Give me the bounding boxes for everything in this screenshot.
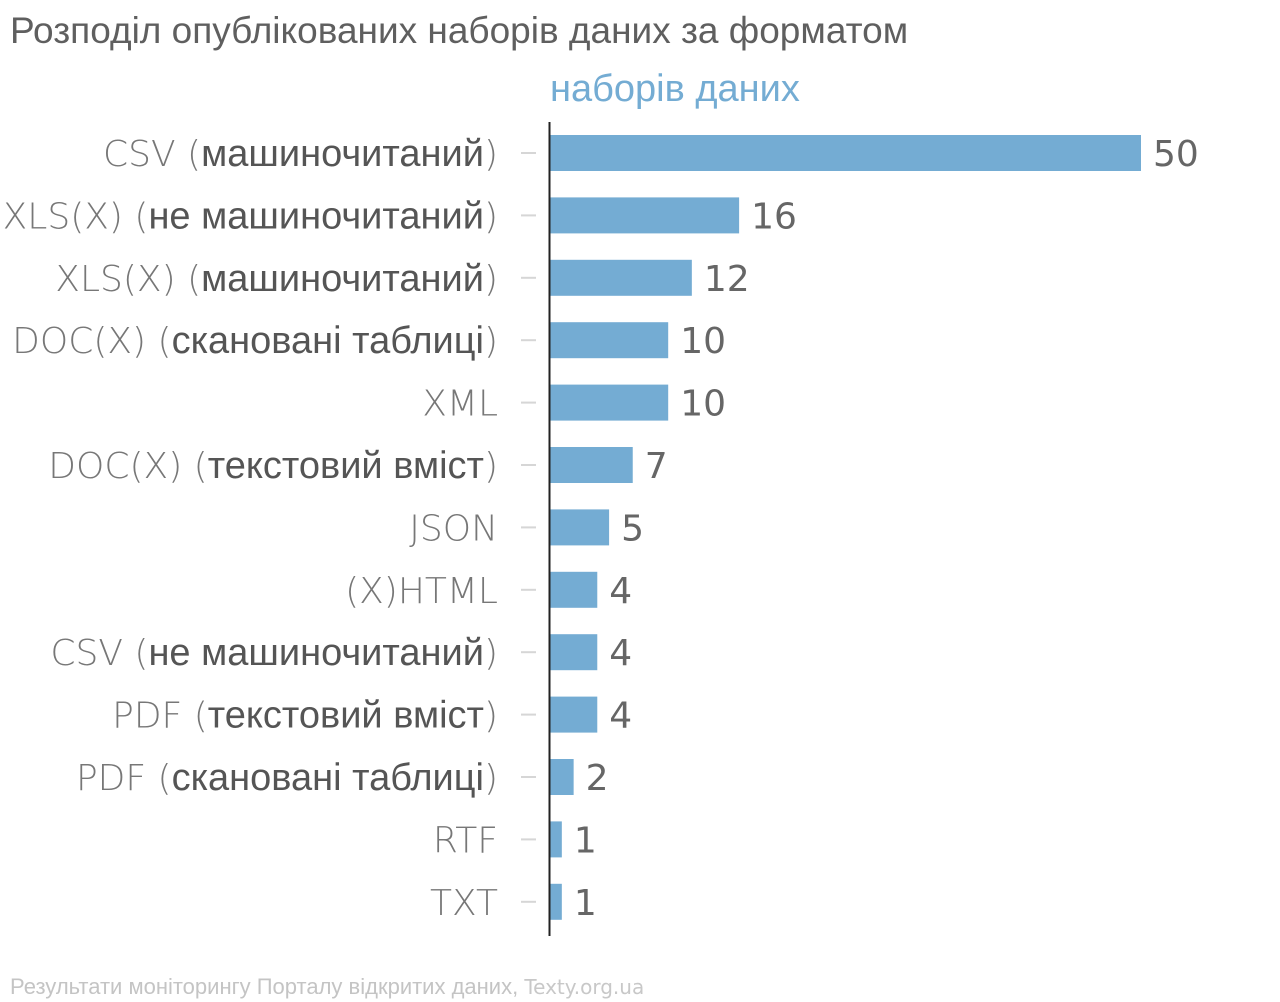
bar <box>550 197 740 234</box>
category-label-qualifier: текстовий вміст <box>208 695 484 737</box>
category-label-close: ) <box>484 633 498 674</box>
category-label-main: XLS(X) ( <box>3 196 149 237</box>
category-label-main: (X)HTML <box>345 571 498 612</box>
value-label: 7 <box>645 446 668 487</box>
category-label-qualifier: машиночитаний <box>201 258 484 300</box>
bar <box>550 759 574 795</box>
bar <box>550 322 669 359</box>
category-label-main: PDF ( <box>76 758 172 799</box>
category-label-close: ) <box>484 134 498 175</box>
bar <box>550 135 1141 171</box>
value-label: 4 <box>609 633 632 674</box>
bar <box>550 696 598 733</box>
category-label-main: PDF ( <box>112 696 208 737</box>
value-label: 50 <box>1153 134 1199 175</box>
category-label-close: ) <box>484 259 498 300</box>
bars <box>550 135 1141 920</box>
category-ticks <box>521 152 536 903</box>
source-text: Результати моніторингу Порталу відкритих… <box>10 974 513 999</box>
category-label: RTF <box>433 820 498 861</box>
value-label: 10 <box>680 384 726 425</box>
category-label-close: ) <box>484 696 498 737</box>
bar <box>550 259 692 296</box>
category-label: CSV (не машиночитаний) <box>50 632 498 674</box>
category-label: DOC(X) (скановані таблиці) <box>12 320 498 362</box>
value-label: 4 <box>609 696 632 737</box>
source-site: Texty.org.ua <box>524 975 645 999</box>
bar <box>550 509 610 546</box>
category-label-close: ) <box>484 321 498 362</box>
bar <box>550 634 598 671</box>
bar <box>550 571 598 608</box>
category-label: DOC(X) (текстовий вміст) <box>48 445 498 487</box>
bar <box>550 821 562 858</box>
value-label: 2 <box>586 758 609 799</box>
source-note: Результати моніторингу Порталу відкритих… <box>10 974 644 1000</box>
category-label-main: DOC(X) ( <box>12 321 171 362</box>
value-label: 1 <box>574 820 597 861</box>
value-label: 16 <box>751 196 797 237</box>
category-label-close: ) <box>484 446 498 487</box>
category-label: XLS(X) (машиночитаний) <box>55 258 498 300</box>
category-labels: CSV (машиночитаний)XLS(X) (не машиночита… <box>3 133 498 924</box>
category-label: (X)HTML <box>345 571 498 612</box>
category-label-qualifier: не машиночитаний <box>148 632 484 674</box>
category-label-main: JSON <box>409 508 498 549</box>
series-label: наборів даних <box>550 68 800 110</box>
category-label: PDF (текстовий вміст) <box>112 695 498 737</box>
category-label-main: CSV ( <box>103 134 201 175</box>
source-separator: , <box>512 974 525 999</box>
category-label-main: TXT <box>430 883 498 924</box>
category-label-qualifier: скановані таблиці <box>172 757 484 799</box>
category-label: JSON <box>409 508 498 549</box>
chart-title: Розподіл опублікованих наборів даних за … <box>10 10 909 51</box>
value-label: 10 <box>680 321 726 362</box>
bar <box>550 447 633 483</box>
category-label-qualifier: скановані таблиці <box>172 320 484 362</box>
bar <box>550 883 562 920</box>
category-label: TXT <box>430 883 498 924</box>
category-label-qualifier: машиночитаний <box>201 133 484 175</box>
category-label: XLS(X) (не машиночитаний) <box>3 195 498 237</box>
category-label: XML <box>422 384 498 425</box>
value-label: 5 <box>621 508 644 549</box>
value-label: 12 <box>704 259 750 300</box>
category-label-close: ) <box>484 196 498 237</box>
category-label: CSV (машиночитаний) <box>103 133 498 175</box>
value-label: 4 <box>609 571 632 612</box>
category-label-close: ) <box>484 758 498 799</box>
category-label-main: DOC(X) ( <box>48 446 207 487</box>
value-label: 1 <box>574 883 597 924</box>
category-label-main: XLS(X) ( <box>55 259 201 300</box>
category-label-main: CSV ( <box>50 633 148 674</box>
category-label-qualifier: текстовий вміст <box>208 445 484 487</box>
bar <box>550 384 669 421</box>
category-label-main: XML <box>422 384 498 425</box>
category-label: PDF (скановані таблиці) <box>76 757 498 799</box>
category-label-main: RTF <box>433 820 498 861</box>
category-label-qualifier: не машиночитаний <box>148 195 484 237</box>
